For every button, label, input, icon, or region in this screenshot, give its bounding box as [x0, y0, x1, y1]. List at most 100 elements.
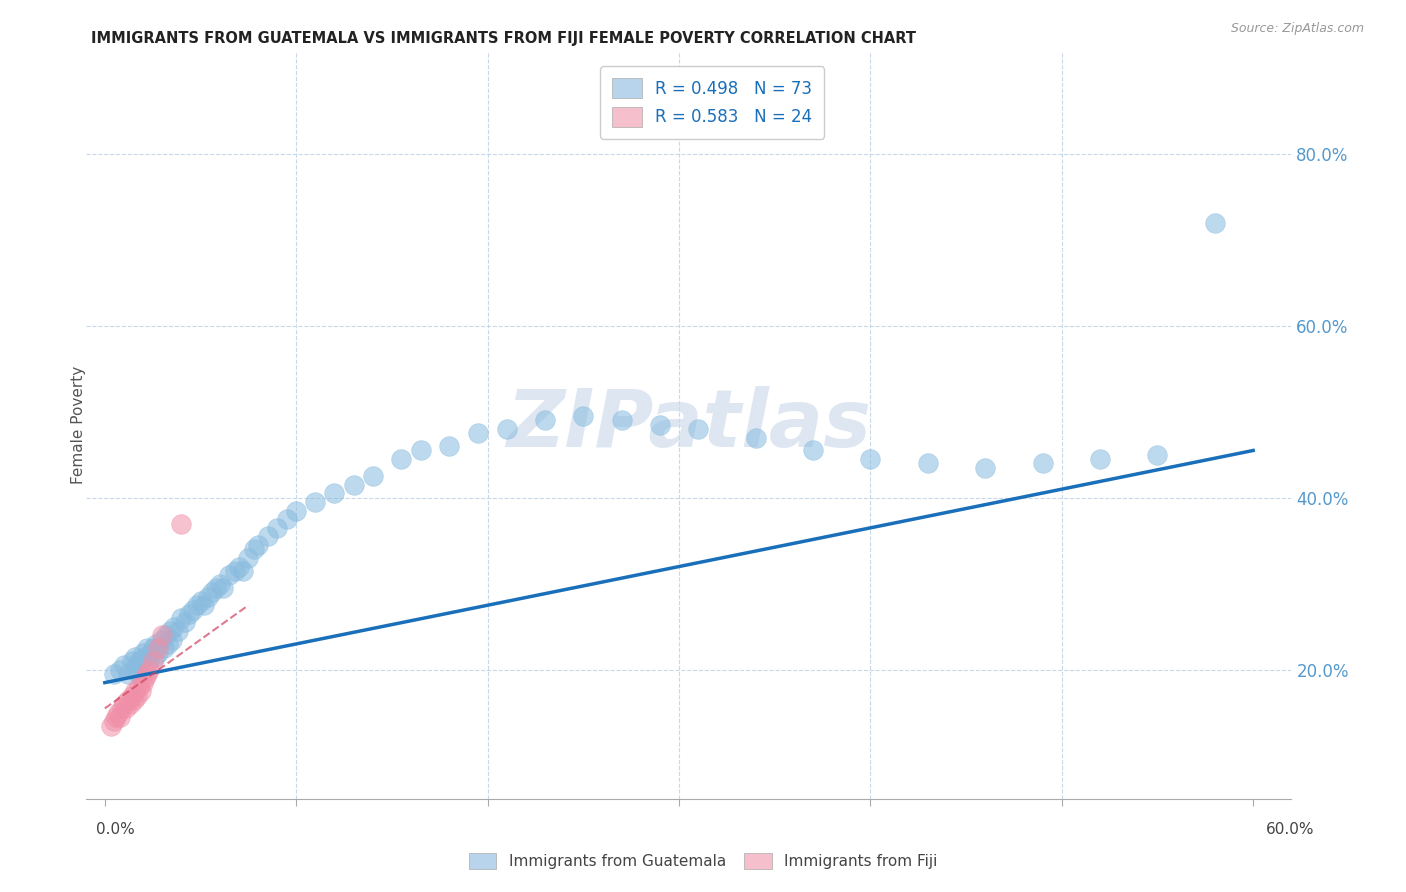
- Point: [117, 667, 139, 681]
- Y-axis label: Female Poverty: Female Poverty: [72, 366, 86, 483]
- Point: [193, 599, 215, 613]
- Point: [112, 658, 135, 673]
- Point: [128, 654, 150, 668]
- Point: [160, 632, 183, 647]
- Point: [136, 641, 159, 656]
- Point: [285, 503, 308, 517]
- Point: [138, 654, 160, 668]
- Point: [111, 701, 134, 715]
- Point: [648, 417, 671, 432]
- Point: [744, 431, 766, 445]
- Point: [122, 663, 145, 677]
- Point: [467, 426, 489, 441]
- Point: [181, 602, 204, 616]
- Point: [136, 667, 159, 681]
- Legend: Immigrants from Guatemala, Immigrants from Fiji: Immigrants from Guatemala, Immigrants fr…: [463, 847, 943, 875]
- Point: [127, 689, 149, 703]
- Point: [159, 624, 181, 638]
- Point: [128, 680, 150, 694]
- Text: Source: ZipAtlas.com: Source: ZipAtlas.com: [1230, 22, 1364, 36]
- Point: [145, 637, 167, 651]
- Point: [238, 551, 260, 566]
- Point: [243, 542, 266, 557]
- Point: [174, 615, 197, 630]
- Point: [105, 710, 128, 724]
- Point: [266, 521, 288, 535]
- Point: [246, 538, 269, 552]
- Point: [150, 632, 173, 647]
- Point: [124, 649, 146, 664]
- Point: [148, 641, 170, 656]
- Point: [118, 697, 141, 711]
- Point: [228, 559, 250, 574]
- Point: [361, 469, 384, 483]
- Point: [1032, 456, 1054, 470]
- Point: [212, 581, 235, 595]
- Point: [170, 516, 193, 531]
- Point: [107, 706, 129, 720]
- Point: [304, 495, 326, 509]
- Point: [150, 628, 173, 642]
- Point: [132, 646, 155, 660]
- Point: [197, 590, 219, 604]
- Point: [201, 585, 224, 599]
- Legend: R = 0.498   N = 73, R = 0.583   N = 24: R = 0.498 N = 73, R = 0.583 N = 24: [600, 67, 824, 139]
- Point: [186, 599, 208, 613]
- Point: [103, 667, 125, 681]
- Point: [859, 452, 882, 467]
- Point: [148, 646, 170, 660]
- Point: [112, 697, 135, 711]
- Point: [155, 628, 177, 642]
- Text: 0.0%: 0.0%: [96, 822, 135, 837]
- Text: IMMIGRANTS FROM GUATEMALA VS IMMIGRANTS FROM FIJI FEMALE POVERTY CORRELATION CHA: IMMIGRANTS FROM GUATEMALA VS IMMIGRANTS …: [91, 31, 917, 46]
- Point: [143, 649, 166, 664]
- Point: [134, 671, 156, 685]
- Point: [572, 409, 595, 423]
- Point: [156, 637, 179, 651]
- Point: [218, 568, 240, 582]
- Text: ZIPatlas: ZIPatlas: [506, 385, 872, 464]
- Point: [108, 710, 131, 724]
- Point: [224, 564, 246, 578]
- Point: [974, 460, 997, 475]
- Point: [256, 529, 278, 543]
- Point: [495, 422, 517, 436]
- Point: [121, 654, 143, 668]
- Point: [170, 611, 193, 625]
- Point: [323, 486, 346, 500]
- Point: [108, 663, 131, 677]
- Point: [138, 663, 160, 677]
- Point: [232, 564, 254, 578]
- Point: [163, 620, 186, 634]
- Point: [115, 701, 138, 715]
- Point: [190, 594, 212, 608]
- Point: [177, 607, 200, 621]
- Point: [134, 649, 156, 664]
- Point: [117, 693, 139, 707]
- Point: [343, 478, 366, 492]
- Point: [103, 714, 125, 729]
- Point: [100, 718, 122, 732]
- Point: [142, 654, 165, 668]
- Point: [124, 684, 146, 698]
- Point: [153, 641, 176, 656]
- Point: [139, 646, 162, 660]
- Point: [534, 413, 557, 427]
- Point: [801, 443, 824, 458]
- Point: [688, 422, 710, 436]
- Point: [127, 658, 149, 673]
- Point: [409, 443, 432, 458]
- Point: [128, 667, 150, 681]
- Point: [276, 512, 298, 526]
- Point: [917, 456, 939, 470]
- Point: [610, 413, 633, 427]
- Point: [205, 581, 228, 595]
- Point: [1088, 452, 1111, 467]
- Point: [1146, 448, 1168, 462]
- Text: 60.0%: 60.0%: [1267, 822, 1315, 837]
- Point: [439, 439, 461, 453]
- Point: [129, 684, 152, 698]
- Point: [208, 576, 231, 591]
- Point: [1204, 216, 1226, 230]
- Point: [391, 452, 413, 467]
